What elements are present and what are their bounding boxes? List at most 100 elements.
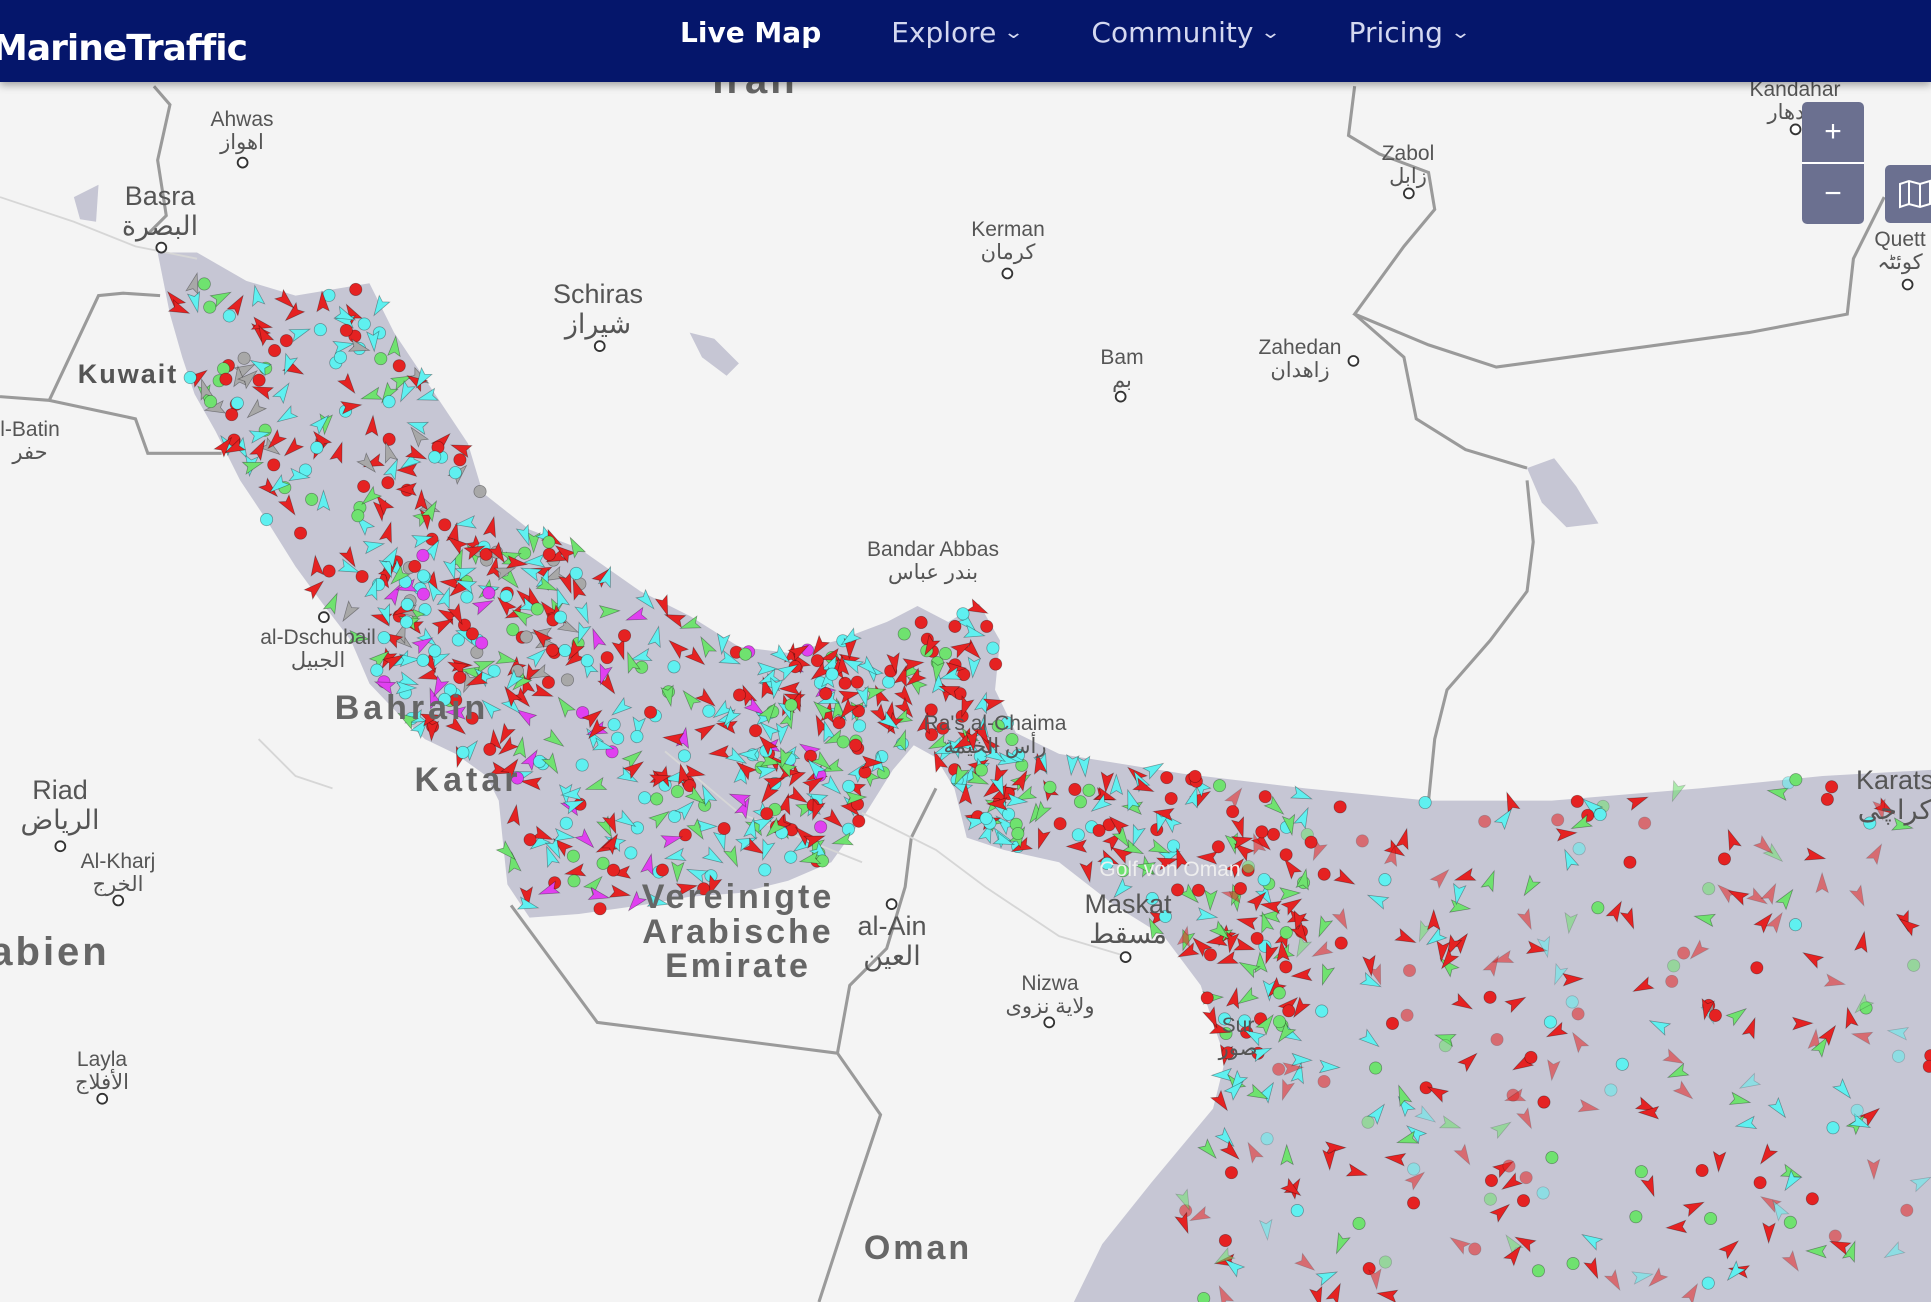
vessel-marker-tanker[interactable] [1109, 842, 1133, 865]
vessel-marker-tug-special[interactable] [572, 621, 592, 645]
vessel-marker-tug-special[interactable] [310, 441, 324, 455]
vessel-marker-cargo[interactable] [1291, 935, 1313, 959]
vessel-marker-cargo[interactable] [509, 605, 534, 627]
vessel-marker-tug-special[interactable] [382, 395, 396, 409]
vessel-marker-cargo[interactable] [1043, 780, 1057, 794]
vessel-marker-tug-special[interactable] [516, 896, 540, 914]
vessel-marker-unknown[interactable] [237, 351, 251, 365]
vessel-marker-pleasure[interactable] [520, 747, 542, 772]
vessel-marker-tanker[interactable] [1484, 1174, 1498, 1188]
vessel-marker-tug-special[interactable] [1122, 788, 1141, 812]
nav-live-map[interactable]: Live Map [680, 16, 821, 49]
vessel-marker-tanker[interactable] [606, 863, 620, 877]
vessel-marker-tanker[interactable] [1362, 1262, 1376, 1276]
vessel-marker-tug-special[interactable] [248, 355, 273, 377]
vessel-marker-tanker[interactable] [1250, 931, 1264, 945]
vessel-marker-tug-special[interactable] [279, 352, 299, 377]
vessel-marker-cargo[interactable] [1116, 864, 1130, 878]
vessel-marker-cargo[interactable] [1438, 1115, 1463, 1134]
vessel-marker-tanker[interactable] [1726, 885, 1750, 906]
vessel-marker-tug-special[interactable] [1734, 1115, 1758, 1132]
vessel-marker-cargo[interactable] [472, 655, 497, 675]
vessel-marker-tanker[interactable] [357, 479, 371, 493]
vessel-marker-tug-special[interactable] [1450, 882, 1467, 906]
vessel-marker-tanker[interactable] [1714, 880, 1738, 904]
vessel-marker-tanker[interactable] [837, 687, 861, 704]
vessel-marker-tanker[interactable] [1223, 931, 1240, 954]
vessel-marker-tug-special[interactable] [1418, 795, 1432, 810]
vessel-marker-tanker[interactable] [1502, 1242, 1526, 1267]
vessel-marker-tug-special[interactable] [487, 664, 501, 678]
vessel-marker-tanker[interactable] [267, 458, 281, 472]
zoom-in-button[interactable]: + [1802, 102, 1864, 164]
vessel-marker-tanker[interactable] [425, 719, 440, 743]
vessel-marker-tug-special[interactable] [558, 643, 572, 658]
vessel-marker-tanker[interactable] [1570, 794, 1584, 808]
vessel-marker-tug-special[interactable] [1221, 1255, 1246, 1278]
vessel-marker-tanker[interactable] [1255, 825, 1269, 839]
vessel-marker-tug-special[interactable] [366, 330, 381, 353]
vessel-marker-tanker[interactable] [1375, 1287, 1399, 1302]
vessel-marker-tanker[interactable] [1404, 1168, 1428, 1191]
vessel-marker-cargo[interactable] [1531, 1264, 1545, 1278]
vessel-marker-tanker[interactable] [1174, 1211, 1194, 1235]
vessel-marker-tanker[interactable] [1478, 814, 1492, 828]
vessel-marker-tug-special[interactable] [382, 457, 403, 481]
vessel-marker-tug-special[interactable] [842, 779, 856, 793]
vessel-marker-tug-special[interactable] [1260, 1132, 1274, 1146]
vessel-marker-tanker[interactable] [1815, 871, 1829, 894]
vessel-marker-tug-special[interactable] [541, 844, 561, 869]
vessel-marker-tanker[interactable] [404, 444, 429, 464]
vessel-marker-tanker[interactable] [1638, 816, 1652, 830]
vessel-markers[interactable] [163, 272, 1931, 1302]
vessel-marker-pleasure[interactable] [743, 696, 767, 720]
vessel-marker-cargo[interactable] [197, 277, 211, 291]
vessel-marker-tanker[interactable] [903, 667, 927, 690]
vessel-marker-tanker[interactable] [542, 547, 556, 561]
vessel-marker-cargo[interactable] [1480, 869, 1500, 893]
vessel-marker-tanker[interactable] [557, 571, 577, 596]
vessel-marker-tug-special[interactable] [186, 290, 204, 314]
vessel-marker-tanker[interactable] [966, 598, 990, 618]
vessel-marker-tanker[interactable] [1425, 1082, 1450, 1103]
vessel-marker-tug-special[interactable] [332, 338, 355, 355]
vessel-marker-tug-special[interactable] [956, 607, 970, 621]
vessel-marker-tug-special[interactable] [416, 569, 431, 583]
vessel-marker-tanker[interactable] [453, 670, 467, 684]
vessel-marker-cargo[interactable] [759, 753, 783, 769]
vessel-marker-tanker[interactable] [835, 654, 850, 677]
vessel-marker-cargo[interactable] [387, 334, 402, 358]
vessel-marker-tanker[interactable] [1221, 1046, 1235, 1060]
vessel-marker-cargo[interactable] [542, 535, 556, 549]
vessel-marker-tug-special[interactable] [333, 305, 358, 326]
vessel-marker-tug-special[interactable] [544, 836, 566, 861]
vessel-marker-tug-special[interactable] [1565, 995, 1579, 1009]
vessel-marker-cargo[interactable] [1629, 1210, 1643, 1224]
vessel-marker-tanker[interactable] [1280, 894, 1304, 916]
vessel-marker-unknown[interactable] [473, 485, 487, 499]
vessel-marker-tanker[interactable] [505, 555, 529, 571]
vessel-marker-tanker[interactable] [438, 518, 452, 532]
vessel-marker-tanker[interactable] [1195, 851, 1218, 865]
vessel-marker-tanker[interactable] [465, 711, 479, 725]
vessel-marker-cargo[interactable] [1591, 901, 1605, 915]
map-layers-button[interactable] [1885, 165, 1931, 223]
vessel-marker-tanker[interactable] [1333, 800, 1347, 814]
vessel-marker-tug-special[interactable] [1100, 856, 1114, 870]
vessel-marker-cargo[interactable] [305, 492, 319, 506]
vessel-marker-tanker[interactable] [1243, 1140, 1264, 1164]
vessel-marker-tanker[interactable] [1712, 1150, 1727, 1173]
vessel-marker-cargo[interactable] [1178, 883, 1203, 907]
vessel-marker-tanker[interactable] [1741, 1016, 1760, 1040]
vessel-marker-tug-special[interactable] [752, 812, 776, 833]
vessel-marker-tanker[interactable] [483, 742, 497, 756]
vessel-marker-tanker[interactable] [1400, 1008, 1414, 1022]
vessel-marker-tanker[interactable] [1525, 940, 1549, 957]
vessel-marker-tanker[interactable] [760, 807, 774, 821]
vessel-marker-tug-special[interactable] [1142, 758, 1166, 780]
vessel-marker-tug-special[interactable] [406, 417, 430, 435]
zoom-out-button[interactable]: − [1802, 164, 1864, 224]
vessel-marker-tanker[interactable] [1686, 939, 1710, 963]
vessel-marker-tanker[interactable] [1850, 1028, 1874, 1046]
vessel-marker-tanker[interactable] [567, 577, 587, 601]
